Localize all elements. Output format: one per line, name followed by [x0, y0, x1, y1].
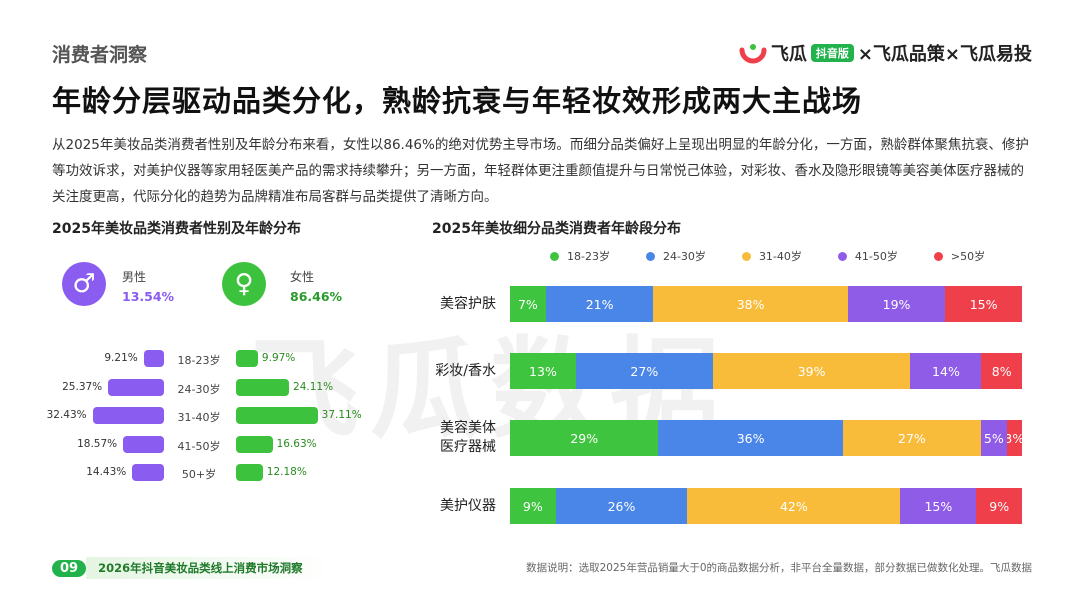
- female-bar: [236, 350, 258, 367]
- category-label-line: 彩妆/香水: [435, 362, 496, 379]
- footer-badge: 09 2026年抖音美妆品类线上消费市场洞察: [52, 557, 333, 579]
- brand-partners: ×飞瓜品策×飞瓜易投: [857, 44, 1032, 65]
- female-bar-label: 16.63%: [276, 437, 317, 450]
- bar-segment: 14%: [910, 353, 982, 389]
- category-label: 美容美体 医疗器械: [400, 419, 496, 457]
- legend-item: 18-23岁: [550, 248, 610, 264]
- male-bar-label: 25.37%: [62, 380, 103, 393]
- male-bar: [92, 407, 164, 424]
- section-label: 消费者洞察: [52, 44, 148, 66]
- female-bar: [236, 464, 263, 481]
- female-bar: [236, 435, 273, 453]
- bar-segment: 39%: [712, 353, 911, 389]
- bar-segment: 27%: [575, 353, 713, 389]
- legend-dot: [550, 251, 559, 261]
- feigua-logo-icon: [739, 44, 767, 64]
- left-chart-title: 2025年美妆品类消费者性别及年龄分布: [52, 221, 301, 237]
- page-title: 年龄分层驱动品类分化，熟龄抗衰与年轻妆效形成两大主战场: [52, 84, 863, 118]
- female-bar-label: 12.18%: [266, 466, 307, 478]
- age-label: 41-50岁: [177, 439, 221, 453]
- bar-segment: 36%: [658, 420, 843, 456]
- male-value: 13.54%: [122, 289, 175, 304]
- age-label: 31-40岁: [177, 411, 221, 424]
- male-icon: ♂: [62, 262, 106, 306]
- male-bar-label: 32.43%: [46, 409, 87, 421]
- bar-segment: 5%: [981, 420, 1007, 456]
- bar-segment: 15%: [900, 488, 977, 524]
- male-bar-label: 9.21%: [104, 352, 138, 364]
- female-bar-label: 9.97%: [261, 352, 296, 364]
- male-bar: [123, 435, 164, 453]
- bar-segment: 9%: [510, 488, 556, 524]
- legend-label: 18-23岁: [567, 250, 610, 263]
- legend-dot: [645, 251, 655, 261]
- category-label: 美容护肤: [400, 295, 496, 314]
- female-label: 女性: [290, 270, 315, 284]
- female-bar-label: 37.11%: [321, 409, 362, 421]
- age-label: 24-30岁: [177, 382, 221, 396]
- category-label-line: 美容美体: [440, 420, 496, 436]
- bar-segment: 29%: [510, 420, 659, 456]
- bar-segment: 3%: [1006, 420, 1022, 456]
- bar-segment: 27%: [842, 420, 982, 456]
- male-label: 男性: [122, 270, 147, 284]
- stacked-bar: 13% 27% 39% 14% 8%: [510, 353, 1022, 389]
- brand-logo-group: 飞瓜 抖音版 ×飞瓜品策×飞瓜易投: [739, 40, 1032, 66]
- watermark: 飞瓜数据: [250, 326, 730, 454]
- female-bar: [236, 407, 318, 424]
- bar-segment: 38%: [653, 286, 848, 322]
- brand-name: 飞瓜: [770, 44, 807, 65]
- male-bar-label: 18.57%: [77, 437, 118, 450]
- legend-item: 24-30岁: [645, 248, 706, 264]
- stacked-bar: 7% 21% 38% 19% 15%: [510, 286, 1022, 322]
- bar-segment: 42%: [687, 488, 901, 524]
- data-note: 数据说明：选取2025年营品销量大于0的商品数据分析，非平台全量数据，部分数据已…: [526, 562, 1032, 574]
- female-bar-label: 24.11%: [293, 380, 334, 393]
- brand-badge: 抖音版: [810, 44, 854, 62]
- page-number: 09: [52, 559, 87, 577]
- bar-segment: 15%: [945, 286, 1022, 322]
- legend-dot: [933, 251, 943, 261]
- report-title: 2026年抖音美妆品类线上消费市场洞察: [86, 557, 333, 579]
- legend-label: 31-40岁: [758, 250, 802, 263]
- chart-legend: 18-23岁 24-30岁 31-40岁 41-50岁 >50岁: [550, 248, 985, 264]
- bar-segment: 19%: [847, 286, 946, 322]
- right-chart-title: 2025年美妆细分品类消费者年龄段分布: [432, 221, 681, 237]
- bar-segment: 26%: [555, 488, 688, 524]
- category-label: 美护仪器: [400, 497, 496, 516]
- age-label: 50+岁: [181, 468, 217, 481]
- male-bar-label: 14.43%: [86, 466, 127, 478]
- bar-segment: 7%: [510, 286, 546, 322]
- bar-segment: 21%: [545, 286, 654, 322]
- male-bar: [108, 378, 164, 396]
- category-label-line: 美容护肤: [440, 295, 496, 312]
- category-label: 彩妆/香水: [400, 362, 496, 381]
- stacked-bar: 29%36%27%5%3%: [510, 420, 1022, 456]
- legend-item: 41-50岁: [837, 248, 898, 264]
- legend-item: >50岁: [933, 248, 986, 264]
- legend-dot: [837, 251, 847, 261]
- stacked-bar: 9% 26% 42% 15% 9%: [510, 488, 1022, 524]
- legend-label: 24-30岁: [662, 250, 706, 263]
- female-bar: [236, 378, 290, 396]
- bar-segment: 8%: [981, 353, 1022, 389]
- legend-item: 31-40岁: [741, 248, 802, 264]
- category-label-line: 美护仪器: [440, 497, 496, 514]
- age-label: 18-23岁: [177, 354, 221, 367]
- legend-label: >50岁: [950, 250, 986, 263]
- legend-label: 41-50岁: [854, 250, 898, 263]
- male-bar: [132, 464, 164, 481]
- legend-dot: [741, 251, 751, 261]
- female-value: 86.46%: [290, 289, 343, 304]
- female-icon: ♀: [222, 262, 266, 306]
- description: 从2025年美妆品类消费者性别及年龄分布来看，女性以86.46%的绝对优势主导市…: [52, 137, 1029, 205]
- category-label-line: 医疗器械: [440, 439, 496, 455]
- male-bar: [143, 350, 164, 367]
- bar-segment: 13%: [510, 353, 576, 389]
- bar-segment: 9%: [976, 488, 1022, 524]
